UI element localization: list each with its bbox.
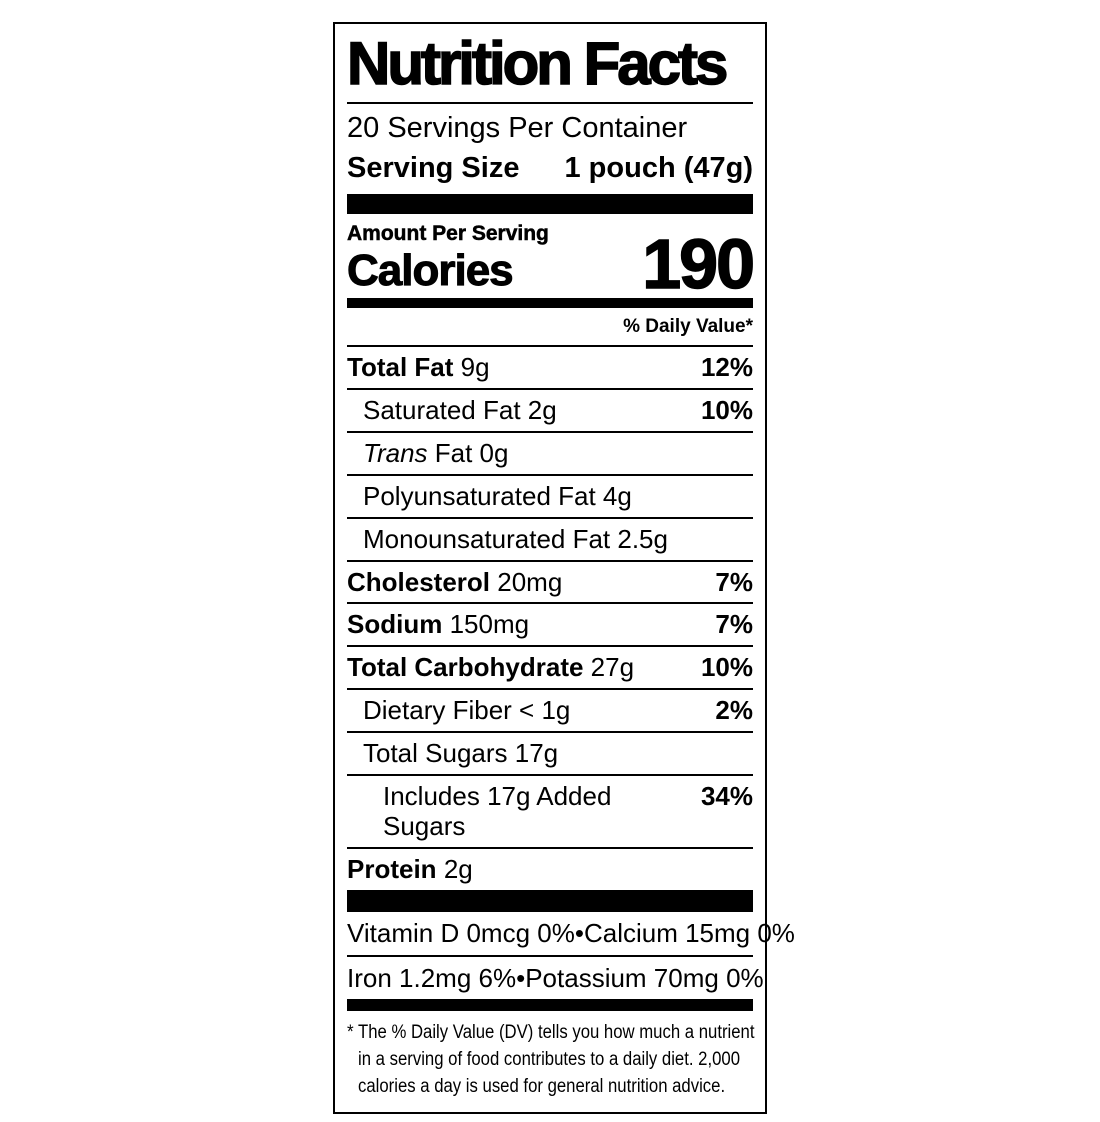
nutrient-row: Sodium 150mg 7%	[347, 604, 753, 648]
calories-value: 190	[641, 225, 755, 304]
nutrient-row: Total Carbohydrate 27g 10%	[347, 647, 753, 691]
nutrient-daily-value: 10%	[700, 394, 753, 425]
nutrient-name-italic: Trans	[363, 437, 428, 468]
bullet-separator: •	[516, 962, 526, 993]
footnote-line: The % Daily Value (DV) tells you how muc…	[358, 1022, 755, 1044]
micronutrient-row: Iron 1.2mg 6% • Potassium 70mg 0%	[347, 957, 764, 1000]
nutrient-row: Cholesterol 20mg 7%	[347, 562, 753, 605]
nutrient-text: Total Sugars 17g	[347, 738, 559, 769]
nutrient-text: Protein 2g	[347, 853, 473, 885]
calories-block: Amount Per Serving Calories 190	[347, 222, 756, 304]
nutrient-daily-value: 12%	[700, 352, 753, 383]
nutrient-amount: Dietary Fiber < 1g	[363, 695, 571, 726]
amount-per-serving-label: Amount Per Serving	[347, 222, 549, 246]
micronutrient-rows: Vitamin D 0mcg 0% • Calcium 15mg 0% Iron 1.…	[347, 912, 795, 1000]
nutrient-amount: 2g	[443, 853, 473, 884]
nutrient-row: Total Sugars 17g	[347, 733, 753, 776]
nutrient-row: Polyunsaturated Fat 4g	[347, 476, 753, 519]
nutrient-amount: 20mg	[497, 566, 563, 597]
nutrient-text: Trans Fat 0g	[347, 437, 509, 469]
micronutrient-left: Vitamin D 0mcg 0%	[347, 917, 575, 948]
nutrient-daily-value: 7%	[715, 609, 753, 640]
servings-per-container: 20 Servings Per Container	[347, 112, 688, 144]
footnote-line: calories a day is used for general nutri…	[358, 1075, 726, 1097]
separator-bar-top	[347, 194, 753, 215]
bullet-separator: •	[574, 917, 584, 948]
nutrient-name: Total Fat	[347, 352, 454, 383]
separator-bar-footnote	[347, 999, 753, 1012]
nutrient-amount: Monounsaturated Fat 2.5g	[363, 523, 668, 554]
footnote-line: in a serving of food contributes to a da…	[358, 1049, 741, 1070]
nutrient-row: Trans Fat 0g	[347, 433, 753, 476]
nutrient-row: Total Fat 9g 12%	[347, 347, 753, 390]
nutrient-row: Dietary Fiber < 1g 2%	[347, 690, 753, 734]
nutrient-text: Includes 17g Added Sugars	[347, 780, 701, 842]
serving-size-value: 1 pouch (47g)	[564, 152, 753, 185]
separator-bar-calories	[347, 298, 753, 309]
nutrient-text: Total Carbohydrate 27g	[347, 652, 635, 683]
nutrient-text: Saturated Fat 2g	[347, 394, 557, 426]
nutrient-daily-value: 7%	[715, 566, 753, 597]
nutrition-facts-label: Nutrition Facts 20 Servings Per Containe…	[333, 22, 795, 1115]
nutrient-amount: 27g	[590, 652, 635, 683]
micronutrient-right: Calcium 15mg 0%	[583, 917, 795, 948]
nutrient-text: Total Fat 9g	[347, 352, 490, 383]
footnote-text: The % Daily Value (DV) tells you how muc…	[358, 1020, 755, 1100]
nutrient-text: Sodium 150mg	[347, 609, 530, 640]
title-divider	[347, 102, 753, 104]
nutrient-row: Includes 17g Added Sugars 34%	[347, 776, 753, 849]
nutrient-row: Saturated Fat 2g 10%	[347, 390, 753, 433]
micronutrient-row: Vitamin D 0mcg 0% • Calcium 15mg 0%	[347, 912, 795, 957]
nutrient-row: Monounsaturated Fat 2.5g	[347, 519, 753, 562]
footnote: * The % Daily Value (DV) tells you how m…	[347, 1011, 755, 1100]
nutrient-name: Total Carbohydrate	[347, 652, 584, 683]
serving-size-label: Serving Size	[347, 152, 520, 185]
footnote-marker: *	[347, 1022, 354, 1044]
separator-bar-protein	[347, 889, 753, 912]
nutrient-name: Cholesterol	[347, 566, 491, 597]
nutrient-text: Cholesterol 20mg	[347, 566, 563, 598]
label-title: Nutrition Facts	[346, 30, 729, 97]
calories-label: Calories	[347, 246, 515, 296]
daily-value-header: % Daily Value*	[347, 308, 753, 348]
nutrient-amount: Includes 17g Added Sugars	[383, 780, 612, 841]
nutrient-daily-value: 10%	[700, 652, 753, 683]
nutrient-text: Monounsaturated Fat 2.5g	[347, 523, 668, 555]
nutrient-text: Polyunsaturated Fat 4g	[347, 480, 632, 512]
micronutrient-right: Potassium 70mg 0%	[525, 962, 764, 993]
nutrient-row: Protein 2g	[347, 849, 753, 890]
nutrient-daily-value: 34%	[700, 780, 753, 811]
nutrient-name: Protein	[347, 853, 437, 884]
nutrient-text: Dietary Fiber < 1g	[347, 695, 571, 726]
nutrient-name: Sodium	[347, 609, 443, 640]
nutrient-amount: Total Sugars 17g	[363, 738, 559, 769]
nutrient-amount: Polyunsaturated Fat 4g	[363, 480, 632, 511]
nutrient-amount: Saturated Fat 2g	[363, 394, 557, 425]
nutrient-amount: 9g	[460, 352, 490, 383]
calories-left-column: Amount Per Serving Calories	[347, 222, 550, 296]
nutrient-amount: 150mg	[449, 609, 530, 640]
micronutrient-left: Iron 1.2mg 6%	[347, 962, 517, 993]
serving-size-row: Serving Size 1 pouch (47g)	[347, 152, 753, 185]
nutrient-daily-value: 2%	[715, 695, 753, 726]
nutrient-amount: Fat 0g	[434, 437, 509, 468]
nutrient-rows: Total Fat 9g 12% Saturated Fat 2g 10% Trans …	[347, 347, 753, 890]
